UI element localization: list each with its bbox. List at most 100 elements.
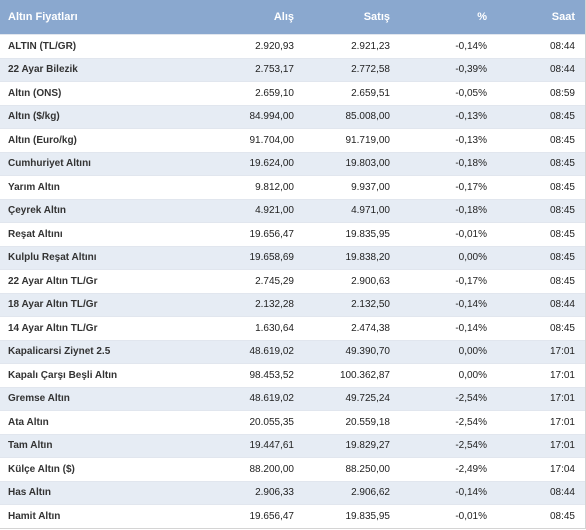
row-buy: 19.624,00 — [249, 158, 295, 170]
table-row[interactable]: Külçe Altın ($) 88.200,00 88.250,00 -2,49% 1… — [0, 457, 585, 481]
table-row[interactable]: Altın ($/kg) 84.994,00 85.008,00 -0,13% 08:4… — [0, 104, 585, 128]
row-change: 0,00% — [458, 252, 487, 264]
row-name: Altın ($/kg) — [8, 111, 60, 123]
table-row[interactable]: 18 Ayar Altın TL/Gr 2.132,28 2.132,50 -0,14… — [0, 292, 585, 316]
row-time: 08:45 — [549, 134, 575, 146]
header-time[interactable]: Saat — [551, 11, 575, 23]
row-buy: 98.453,52 — [249, 369, 295, 381]
row-sell: 2.132,50 — [351, 299, 390, 311]
row-sell: 91.719,00 — [345, 134, 391, 146]
row-sell: 19.829,27 — [345, 440, 391, 452]
table-row[interactable]: Altın (ONS) 2.659,10 2.659,51 -0,05% 08:59 — [0, 81, 585, 105]
row-name: Tam Altın — [8, 440, 53, 452]
row-name: Ata Altın — [8, 416, 49, 428]
row-time: 08:45 — [549, 181, 575, 193]
table-row[interactable]: Kapalicarsi Ziynet 2.5 48.619,02 49.390,70… — [0, 339, 585, 363]
row-buy: 19.447,61 — [249, 440, 295, 452]
header-change[interactable]: % — [477, 11, 487, 23]
row-name: Külçe Altın ($) — [8, 463, 75, 475]
row-name: Yarım Altın — [8, 181, 60, 193]
row-name: 14 Ayar Altın TL/Gr — [8, 322, 98, 334]
table-row[interactable]: 22 Ayar Altın TL/Gr 2.745,29 2.900,63 -0,17… — [0, 269, 585, 293]
table-row[interactable]: 22 Ayar Bilezik 2.753,17 2.772,58 -0,39% 08:… — [0, 57, 585, 81]
row-name: Reşat Altını — [8, 228, 63, 240]
table-row[interactable]: Yarım Altın 9.812,00 9.937,00 -0,17% 08:45 — [0, 175, 585, 199]
row-time: 08:45 — [549, 205, 575, 217]
row-time: 08:45 — [549, 510, 575, 522]
row-change: -0,13% — [455, 111, 487, 123]
row-name: Altın (Euro/kg) — [8, 134, 77, 146]
row-change: -0,18% — [455, 205, 487, 217]
row-sell: 19.835,95 — [345, 510, 391, 522]
row-change: -2,54% — [455, 416, 487, 428]
table-body: ALTIN (TL/GR) 2.920,93 2.921,23 -0,14% 08:44… — [0, 34, 585, 528]
row-name: Cumhuriyet Altını — [8, 158, 91, 170]
row-sell: 2.900,63 — [351, 275, 390, 287]
row-sell: 20.559,18 — [345, 416, 391, 428]
row-change: -0,14% — [455, 487, 487, 499]
row-buy: 19.656,47 — [249, 228, 295, 240]
table-row[interactable]: Reşat Altını 19.656,47 19.835,95 -0,01% 08:4… — [0, 222, 585, 246]
row-name: Kapalicarsi Ziynet 2.5 — [8, 346, 111, 358]
row-time: 08:45 — [549, 322, 575, 334]
row-change: -2,54% — [455, 440, 487, 452]
row-name: 22 Ayar Altın TL/Gr — [8, 275, 98, 287]
row-name: Hamit Altın — [8, 510, 61, 522]
table-row[interactable]: Altın (Euro/kg) 91.704,00 91.719,00 -0,13% 0… — [0, 128, 585, 152]
row-sell: 85.008,00 — [345, 111, 391, 123]
row-buy: 91.704,00 — [249, 134, 295, 146]
row-buy: 84.994,00 — [249, 111, 295, 123]
row-change: -0,14% — [455, 322, 487, 334]
row-buy: 2.920,93 — [255, 40, 294, 52]
row-time: 08:44 — [549, 487, 575, 499]
row-sell: 19.803,00 — [345, 158, 391, 170]
row-sell: 19.838,20 — [345, 252, 391, 264]
row-change: -0,01% — [455, 510, 487, 522]
table-row[interactable]: Hamit Altın 19.656,47 19.835,95 -0,01% 08:45 — [0, 504, 585, 528]
header-sell[interactable]: Satış — [363, 11, 390, 23]
row-time: 17:01 — [549, 440, 575, 452]
row-name: 22 Ayar Bilezik — [8, 64, 78, 76]
row-change: -2,49% — [455, 463, 487, 475]
row-buy: 88.200,00 — [249, 463, 295, 475]
row-time: 08:45 — [549, 158, 575, 170]
row-time: 08:44 — [549, 64, 575, 76]
header-name[interactable]: Altın Fiyatları — [8, 11, 78, 23]
row-buy: 2.906,33 — [255, 487, 294, 499]
table-row[interactable]: Gremse Altın 48.619,02 49.725,24 -2,54% 17:0… — [0, 386, 585, 410]
table-row[interactable]: Ata Altın 20.055,35 20.559,18 -2,54% 17:01 — [0, 410, 585, 434]
row-buy: 19.656,47 — [249, 510, 295, 522]
row-sell: 100.362,87 — [339, 369, 390, 381]
row-time: 08:45 — [549, 252, 575, 264]
table-row[interactable]: Çeyrek Altın 4.921,00 4.971,00 -0,18% 08:45 — [0, 198, 585, 222]
table-row[interactable]: Kulplu Reşat Altını 19.658,69 19.838,20 0,0… — [0, 245, 585, 269]
row-buy: 2.753,17 — [255, 64, 294, 76]
table-row[interactable]: ALTIN (TL/GR) 2.920,93 2.921,23 -0,14% 08:44 — [0, 34, 585, 58]
row-time: 08:45 — [549, 275, 575, 287]
row-change: -0,39% — [455, 64, 487, 76]
row-sell: 9.937,00 — [351, 181, 390, 193]
row-name: Altın (ONS) — [8, 87, 62, 99]
row-buy: 48.619,02 — [249, 346, 295, 358]
row-sell: 2.921,23 — [351, 40, 390, 52]
row-sell: 49.725,24 — [345, 393, 391, 405]
row-name: Has Altın — [8, 487, 51, 499]
table-row[interactable]: 14 Ayar Altın TL/Gr 1.630,64 2.474,38 -0,14… — [0, 316, 585, 340]
table-row[interactable]: Has Altın 2.906,33 2.906,62 -0,14% 08:44 — [0, 480, 585, 504]
row-time: 17:01 — [549, 416, 575, 428]
header-buy[interactable]: Alış — [273, 11, 294, 23]
row-name: Kapalı Çarşı Beşli Altın — [8, 369, 118, 381]
row-change: -0,18% — [455, 158, 487, 170]
row-time: 08:44 — [549, 299, 575, 311]
row-time: 17:04 — [549, 463, 575, 475]
row-buy: 48.619,02 — [249, 393, 295, 405]
row-name: 18 Ayar Altın TL/Gr — [8, 299, 98, 311]
row-change: 0,00% — [458, 346, 487, 358]
table-row[interactable]: Cumhuriyet Altını 19.624,00 19.803,00 -0,18… — [0, 151, 585, 175]
table-row[interactable]: Tam Altın 19.447,61 19.829,27 -2,54% 17:01 — [0, 433, 585, 457]
table-row[interactable]: Kapalı Çarşı Beşli Altın 98.453,52 100.362… — [0, 363, 585, 387]
row-time: 17:01 — [549, 369, 575, 381]
row-time: 08:59 — [549, 87, 575, 99]
row-sell: 4.971,00 — [351, 205, 390, 217]
